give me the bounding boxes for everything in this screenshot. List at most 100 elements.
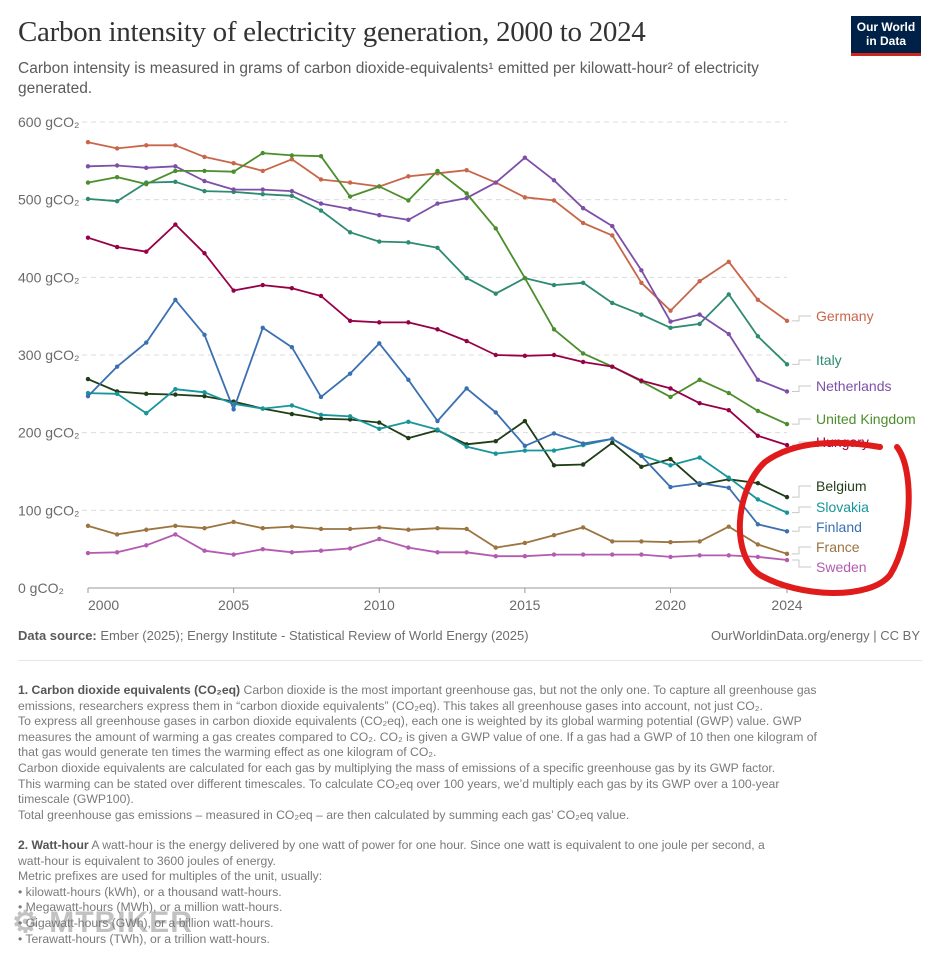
data-point [580, 441, 586, 446]
data-point [522, 353, 528, 358]
data-point [668, 319, 673, 324]
data-point [173, 523, 178, 529]
footnote-line: measures the amount of warming a gas cre… [18, 729, 817, 744]
data-point [522, 448, 528, 453]
y-tick-label: 600 gCO₂ [18, 114, 79, 130]
data-point [697, 312, 702, 317]
data-point [522, 553, 528, 559]
data-point [551, 463, 557, 468]
data-source: Data source: Ember (2025); Energy Instit… [18, 628, 529, 643]
data-point [144, 249, 149, 254]
data-point [435, 427, 440, 432]
data-point [726, 292, 731, 297]
data-point [610, 539, 615, 544]
data-point [522, 418, 528, 424]
data-point [406, 217, 411, 223]
data-point [551, 448, 557, 453]
data-point [551, 282, 557, 288]
footnote-line: Carbon dioxide is the most important gre… [240, 683, 817, 697]
data-point [522, 540, 528, 546]
data-point [610, 552, 615, 557]
data-point [726, 553, 731, 558]
data-point [318, 548, 324, 553]
series-line-belgium [87, 378, 788, 498]
data-point [260, 192, 265, 197]
data-point [551, 178, 557, 183]
data-point [435, 201, 440, 206]
x-tick-label: 2020 [655, 597, 686, 613]
data-point [144, 181, 149, 187]
data-point [85, 393, 91, 399]
data-point [114, 174, 120, 180]
data-point [260, 325, 265, 331]
label-connector [792, 559, 811, 568]
data-point [464, 550, 469, 555]
data-point [347, 414, 353, 419]
data-point [173, 222, 178, 227]
data-point [551, 431, 557, 436]
data-point [755, 497, 761, 502]
data-point [668, 554, 673, 560]
series-line-hungary [87, 223, 788, 446]
data-point [231, 552, 236, 557]
credit-link[interactable]: OurWorldinData.org/energy | CC BY [710, 628, 920, 643]
label-connector [792, 506, 811, 514]
line-chart: 0 gCO₂ 100 gCO₂ 200 gCO₂ 300 gCO₂ 400 gCO₂ 50… [18, 114, 916, 613]
data-point [85, 376, 91, 382]
data-point [377, 525, 382, 530]
data-point [406, 240, 411, 245]
data-point [493, 291, 498, 296]
data-point [610, 436, 615, 442]
data-point [231, 169, 236, 174]
data-point [318, 208, 324, 213]
footnote-line: • kilowatt-hours (kWh), or a thousand wa… [18, 884, 282, 899]
footnote-line: watt-hour is equivalent to 3600 joules o… [18, 853, 276, 868]
footnote-line: emissions, researchers express them in “… [18, 698, 763, 713]
data-point [784, 551, 790, 557]
data-point [406, 377, 411, 383]
data-point [231, 407, 236, 412]
data-point [202, 393, 207, 399]
source-text: Ember (2025); Energy Institute - Statist… [96, 628, 529, 643]
data-point [114, 364, 120, 369]
footnote-line: • Terawatt-hours (TWh), or a trillion wa… [18, 931, 270, 946]
data-point [85, 196, 91, 202]
data-point [406, 419, 411, 424]
owid-logo[interactable]: Our World in Data [851, 16, 921, 56]
data-point [522, 275, 528, 281]
data-point [85, 164, 91, 169]
data-point [377, 213, 382, 218]
data-point [464, 444, 469, 449]
data-point [493, 545, 498, 550]
data-point [668, 394, 673, 400]
data-point [260, 150, 265, 156]
data-point [289, 188, 295, 194]
data-point [580, 280, 586, 285]
data-point [289, 157, 295, 162]
data-point [318, 416, 324, 421]
y-tick-label: 200 gCO₂ [18, 425, 79, 441]
data-point [464, 195, 469, 201]
footnote-line: Carbon dioxide equivalents are calculate… [18, 760, 776, 775]
chart-subtitle: Carbon intensity is measured in grams of… [18, 60, 759, 97]
series-line-italy [87, 180, 788, 365]
data-point [551, 198, 557, 203]
data-point [551, 352, 557, 358]
data-point [580, 462, 586, 467]
data-point [260, 525, 265, 531]
data-point [114, 550, 120, 555]
data-point [377, 420, 382, 425]
data-point [85, 139, 91, 145]
data-point [639, 268, 644, 273]
data-point [639, 539, 644, 544]
data-point [144, 391, 149, 397]
data-point [464, 275, 469, 281]
data-point [260, 282, 265, 288]
data-point [406, 198, 411, 203]
data-point [260, 187, 265, 192]
data-point [697, 279, 702, 284]
data-point [697, 377, 702, 383]
data-point [173, 143, 178, 148]
data-point [784, 442, 790, 448]
data-point [318, 177, 324, 182]
